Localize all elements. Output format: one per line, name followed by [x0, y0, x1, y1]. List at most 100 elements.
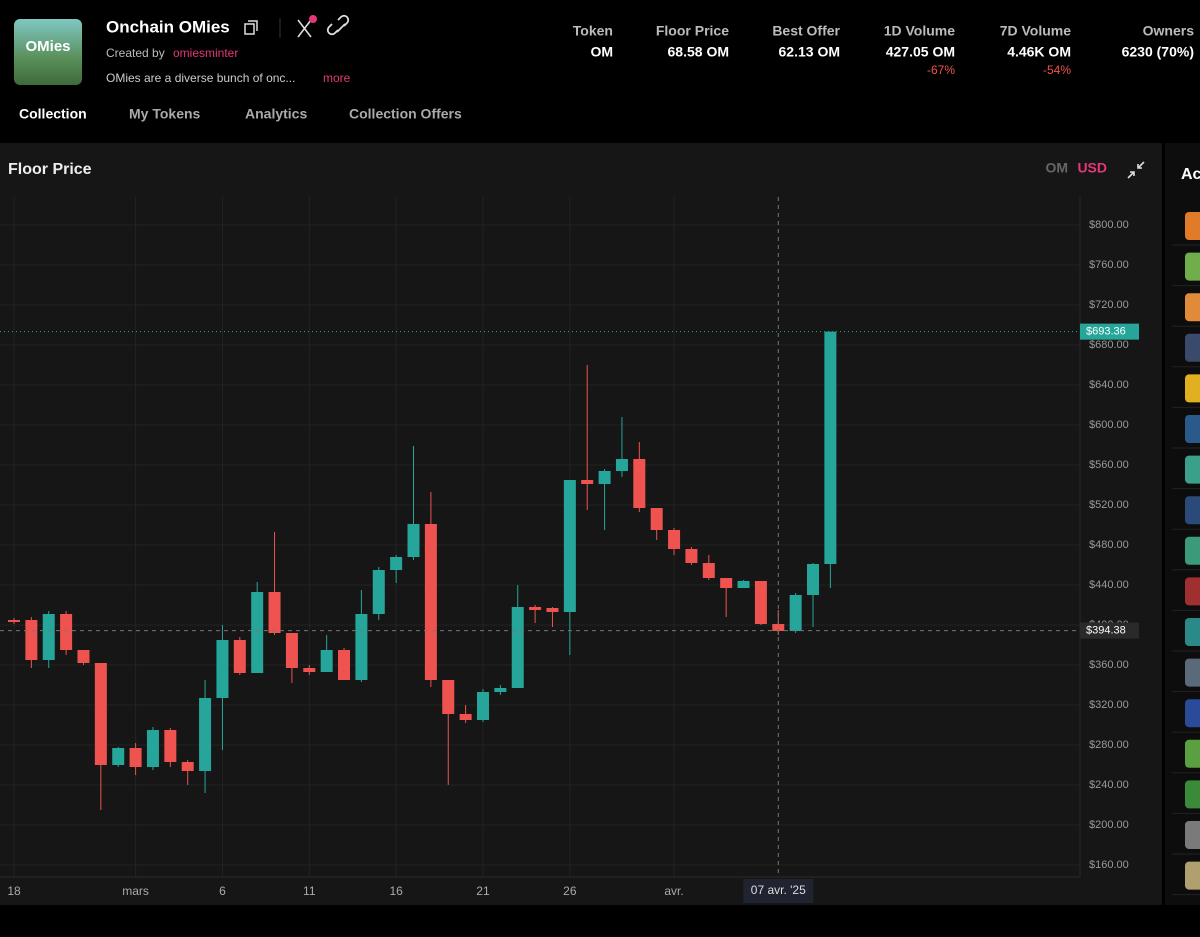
candle-body — [476, 692, 489, 720]
link-icon[interactable] — [326, 14, 350, 36]
crosshair-price-label: $394.38 — [1086, 625, 1126, 637]
tab[interactable]: Collection — [19, 106, 87, 122]
avatar[interactable] — [1185, 374, 1200, 403]
created-by: Created by — [106, 46, 165, 60]
stat-value: OM — [590, 44, 613, 60]
y-tick-label: $320.00 — [1089, 699, 1129, 711]
candle-body — [112, 748, 125, 765]
candle-body — [615, 459, 628, 471]
x-tick-label: mars — [122, 884, 149, 898]
description: OMies are a diverse bunch of onc... — [106, 71, 295, 85]
stat-label: Floor Price — [656, 23, 729, 39]
y-tick-label: $720.00 — [1089, 299, 1129, 311]
candle-body — [529, 607, 542, 610]
y-tick-label: $560.00 — [1089, 459, 1129, 471]
avatar[interactable] — [1185, 415, 1200, 443]
chart-panel — [0, 143, 1162, 905]
avatar[interactable] — [1185, 658, 1200, 687]
stat-value: 427.05 OM — [886, 44, 955, 60]
candle-body — [285, 633, 298, 668]
candle-body — [407, 524, 420, 557]
crosshair-time-tag — [743, 879, 814, 903]
x-link[interactable] — [297, 15, 317, 38]
candle-body — [650, 508, 663, 530]
creator-link[interactable]: omiesminter — [173, 46, 238, 60]
currency-usd[interactable]: USD — [1077, 160, 1107, 176]
candle-body — [685, 549, 698, 563]
candle-body — [146, 730, 159, 767]
avatar[interactable] — [1185, 780, 1200, 809]
x-tick-label: 11 — [303, 884, 316, 898]
avatar[interactable] — [1185, 293, 1200, 322]
candle-body — [42, 614, 55, 660]
stat-label: 1D Volume — [884, 23, 956, 39]
x-tick-label: avr. — [664, 884, 683, 898]
candle-body — [129, 748, 142, 767]
y-tick-label: $240.00 — [1089, 779, 1129, 791]
avatar[interactable] — [1185, 861, 1200, 890]
candle-body — [754, 581, 767, 624]
candle-body — [181, 762, 194, 771]
candle-body — [320, 650, 333, 672]
candle-body — [372, 570, 385, 614]
y-tick-label: $520.00 — [1089, 499, 1129, 511]
y-tick-label: $440.00 — [1089, 579, 1129, 591]
candle-body — [581, 480, 594, 484]
candle-body — [164, 730, 177, 762]
x-tick-label: 18 — [7, 884, 21, 898]
sidebar-title: Ac — [1181, 166, 1200, 183]
avatar[interactable] — [1185, 536, 1200, 565]
candle-body — [494, 688, 507, 692]
candle-body — [8, 620, 20, 622]
stat-change: -54% — [1043, 63, 1071, 77]
tab[interactable]: Analytics — [245, 106, 307, 122]
avatar[interactable] — [1185, 739, 1200, 768]
stat-value: 4.46K OM — [1007, 44, 1071, 60]
candle-body — [94, 663, 107, 765]
stat-value: 6230 (70%) — [1122, 44, 1194, 60]
candle-body — [268, 592, 281, 633]
y-tick-label: $760.00 — [1089, 259, 1129, 271]
candle-body — [633, 459, 646, 508]
candle-body — [702, 563, 715, 578]
stat-label: Owners — [1143, 23, 1195, 39]
candle-body — [563, 480, 576, 612]
currency-om[interactable]: OM — [1045, 160, 1068, 176]
tab[interactable]: My Tokens — [129, 106, 201, 122]
y-tick-label: $160.00 — [1089, 859, 1129, 871]
avatar[interactable] — [1185, 496, 1200, 525]
avatar[interactable] — [1185, 333, 1200, 362]
avatar[interactable] — [1185, 699, 1200, 728]
candle-body — [511, 607, 524, 688]
logo-text: OMies — [25, 38, 70, 55]
candle-body — [598, 471, 611, 484]
x-tick-label: 21 — [476, 884, 490, 898]
avatar[interactable] — [1185, 455, 1200, 484]
candle-body — [338, 650, 351, 680]
y-tick-label: $200.00 — [1089, 819, 1129, 831]
stat-value: 62.13 OM — [779, 44, 840, 60]
candle-body — [442, 680, 455, 714]
stat-label: Token — [573, 23, 613, 39]
candle-body — [355, 614, 368, 680]
candle-body — [233, 640, 246, 673]
avatar[interactable] — [1185, 252, 1200, 281]
collection-title: Onchain OMies — [106, 17, 230, 36]
stat-change: -67% — [927, 63, 955, 77]
last-price-tag — [1080, 323, 1139, 340]
candle-body — [459, 714, 472, 720]
avatar[interactable] — [1185, 577, 1200, 606]
stat-label: 7D Volume — [1000, 23, 1072, 39]
candle-body — [60, 614, 73, 650]
candle-body — [77, 650, 90, 663]
chart-title: Floor Price — [8, 161, 92, 178]
avatar[interactable] — [1185, 212, 1200, 240]
copy-icon[interactable] — [244, 20, 258, 35]
collapse-icon[interactable] — [1127, 161, 1145, 179]
candle-body — [807, 564, 820, 595]
tab[interactable]: Collection Offers — [349, 106, 462, 122]
more-link[interactable]: more — [323, 71, 351, 85]
avatar[interactable] — [1185, 618, 1200, 646]
avatar[interactable] — [1185, 821, 1200, 849]
